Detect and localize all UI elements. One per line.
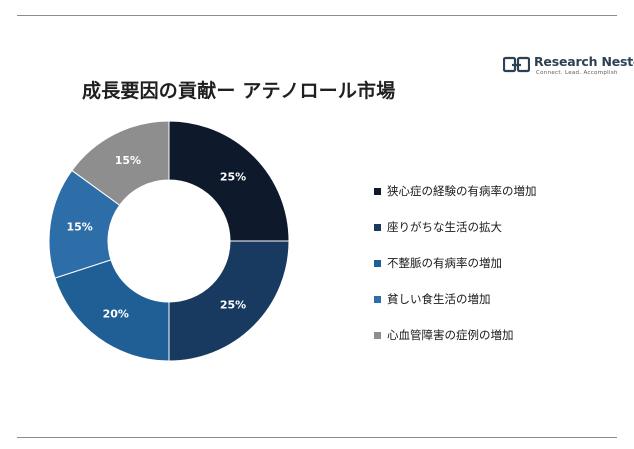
legend-label-5: 心血管障害の症例の増加 xyxy=(387,328,514,342)
donut-slice-5 xyxy=(71,120,170,206)
legend-swatch-4 xyxy=(374,295,381,303)
donut-slice-3 xyxy=(54,259,170,362)
legend-label-3: 不整脈の有病率の増加 xyxy=(387,256,502,270)
legend-swatch-3 xyxy=(374,259,381,267)
chart-title: 成長要因の貢献ー アテノロール市場 xyxy=(82,80,396,102)
top-rule xyxy=(17,15,617,16)
legend-item-2: 座りがちな生活の拡大 xyxy=(374,218,614,236)
research-nester-logo-icon xyxy=(503,56,530,73)
legend-label-2: 座りがちな生活の拡大 xyxy=(387,220,502,234)
legend-swatch-2 xyxy=(374,223,381,231)
slice-data-label-2: 25% xyxy=(220,298,246,311)
slice-data-label-5: 15% xyxy=(115,154,141,167)
legend-label-4: 貧しい食生活の増加 xyxy=(387,292,491,306)
legend-swatch-1 xyxy=(374,187,381,195)
donut-slice-2 xyxy=(168,240,290,362)
donut-slice-1 xyxy=(168,120,290,242)
legend-swatch-5 xyxy=(374,331,381,339)
slice-data-label-3: 20% xyxy=(103,308,129,321)
legend-item-4: 貧しい食生活の増加 xyxy=(374,290,614,308)
legend-label-1: 狭心症の経験の有病率の増加 xyxy=(387,184,537,198)
legend-item-5: 心血管障害の症例の増加 xyxy=(374,326,614,344)
legend-item-1: 狭心症の経験の有病率の増加 xyxy=(374,182,614,200)
brand-logo: Research Nester Connect. Lead. Accomplis… xyxy=(503,54,634,82)
legend: 狭心症の経験の有病率の増加 座りがちな生活の拡大 不整脈の有病率の増加 貧しい食生活の… xyxy=(374,182,614,362)
legend-item-3: 不整脈の有病率の増加 xyxy=(374,254,614,272)
slice-data-label-1: 25% xyxy=(220,171,246,184)
brand-tagline: Connect. Lead. Accomplish xyxy=(536,70,618,76)
bottom-rule xyxy=(17,437,617,438)
brand-name: Research Nester xyxy=(534,54,634,69)
slice-data-label-4: 15% xyxy=(66,220,92,233)
